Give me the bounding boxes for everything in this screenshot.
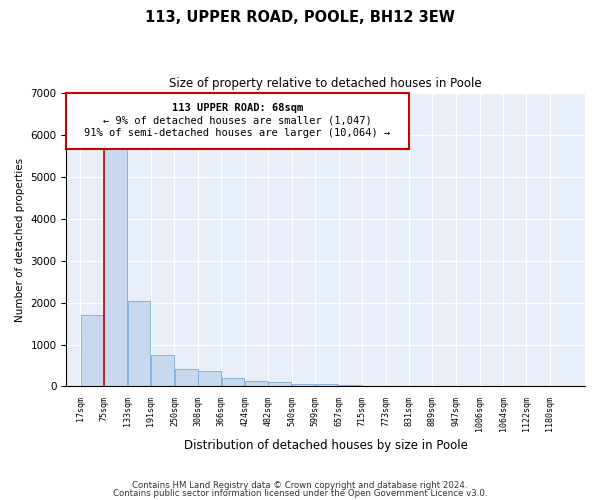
Title: Size of property relative to detached houses in Poole: Size of property relative to detached ho…	[169, 78, 482, 90]
X-axis label: Distribution of detached houses by size in Poole: Distribution of detached houses by size …	[184, 440, 467, 452]
Bar	[104, 144, 127, 386]
FancyBboxPatch shape	[67, 93, 409, 149]
Bar	[268, 382, 291, 386]
Bar	[221, 378, 244, 386]
Y-axis label: Number of detached properties: Number of detached properties	[15, 158, 25, 322]
Bar	[292, 384, 314, 386]
Text: Contains public sector information licensed under the Open Government Licence v3: Contains public sector information licen…	[113, 488, 487, 498]
Bar	[198, 370, 221, 386]
Text: 91% of semi-detached houses are larger (10,064) →: 91% of semi-detached houses are larger (…	[85, 128, 391, 138]
Bar	[175, 369, 197, 386]
Text: ← 9% of detached houses are smaller (1,047): ← 9% of detached houses are smaller (1,0…	[103, 116, 372, 126]
Text: 113, UPPER ROAD, POOLE, BH12 3EW: 113, UPPER ROAD, POOLE, BH12 3EW	[145, 10, 455, 25]
Bar	[128, 300, 151, 386]
Bar	[316, 384, 338, 386]
Text: 113 UPPER ROAD: 68sqm: 113 UPPER ROAD: 68sqm	[172, 104, 303, 114]
Bar	[151, 355, 174, 386]
Bar	[245, 381, 268, 386]
Text: Contains HM Land Registry data © Crown copyright and database right 2024.: Contains HM Land Registry data © Crown c…	[132, 481, 468, 490]
Bar	[339, 385, 362, 386]
Bar	[81, 315, 104, 386]
